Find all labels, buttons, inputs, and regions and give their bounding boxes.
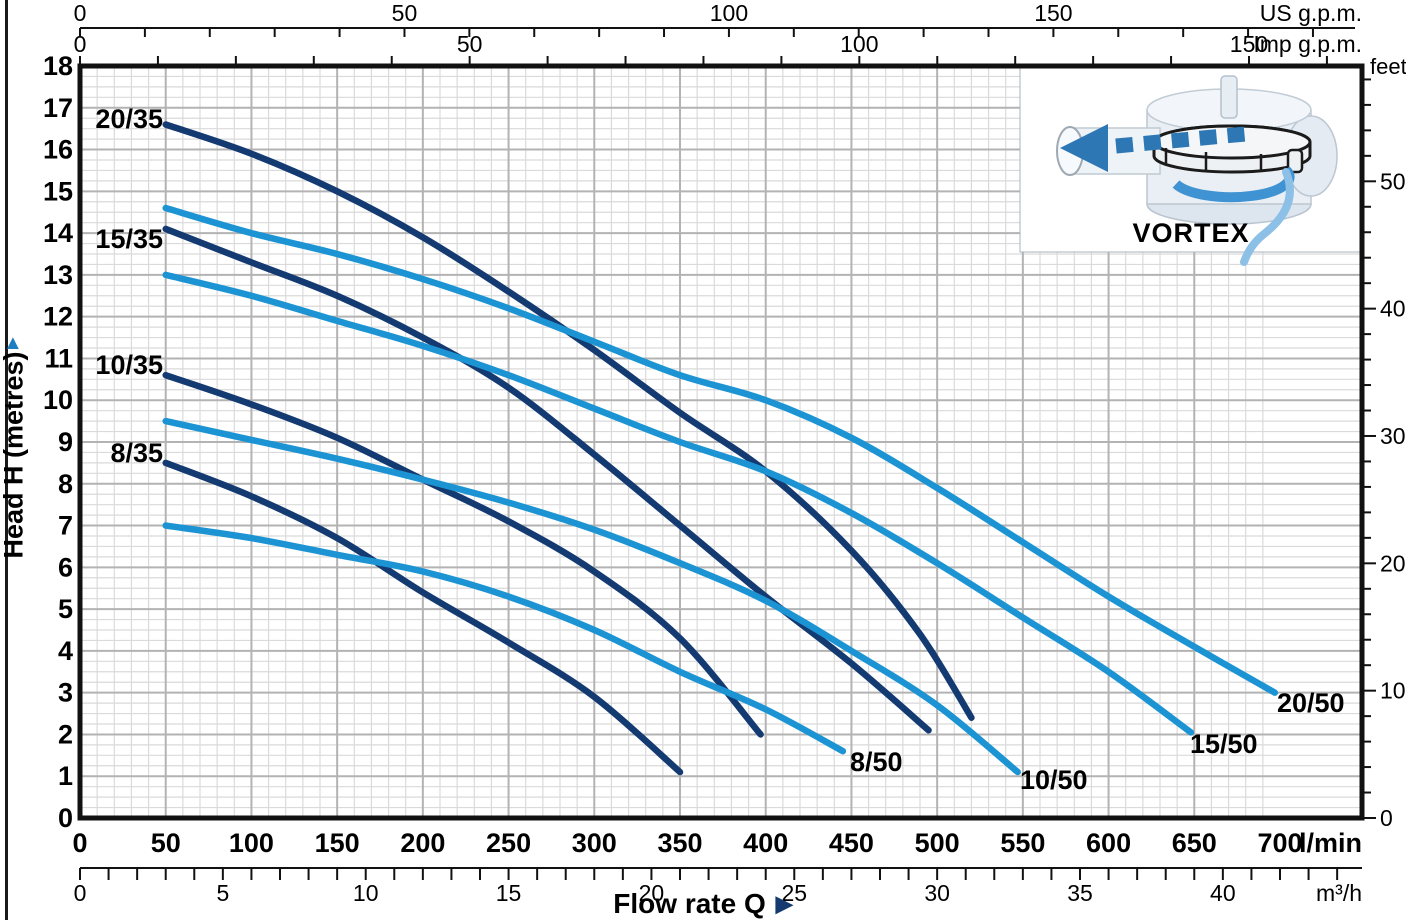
svg-text:25: 25 <box>781 880 807 906</box>
x-axis-title-text: Flow rate Q <box>613 888 766 919</box>
y-axis-title: Head H (metres) <box>0 351 30 558</box>
axis-lmin: 0 50 100 150 200 250 300 350 400 450 500 550 600 650 7… <box>72 828 1362 858</box>
svg-text:40: 40 <box>1210 880 1236 906</box>
y-axis-title-text: Head H (metres) <box>0 351 29 559</box>
svg-text:16: 16 <box>43 135 73 165</box>
svg-text:0: 0 <box>74 0 87 26</box>
head-axis-arrow-up-icon: ▲ <box>3 332 23 354</box>
svg-text:0: 0 <box>1380 805 1393 831</box>
svg-text:500: 500 <box>915 828 960 858</box>
svg-text:4: 4 <box>58 636 73 666</box>
svg-text:550: 550 <box>1000 828 1045 858</box>
flow-axis-arrow-right-icon: ▶ <box>775 891 793 916</box>
curve-label-10/35: 10/35 <box>95 350 163 380</box>
svg-text:350: 350 <box>657 828 702 858</box>
svg-text:700: 700 <box>1257 828 1302 858</box>
svg-text:50: 50 <box>392 0 418 26</box>
curve-20/35 <box>162 121 975 721</box>
curve-10/35 <box>162 371 764 738</box>
svg-text:400: 400 <box>743 828 788 858</box>
svg-text:Imp g.p.m.: Imp g.p.m. <box>1253 31 1362 57</box>
vortex-inset-caption: VORTEX <box>1132 218 1250 248</box>
curve-label-15/50: 15/50 <box>1190 729 1258 759</box>
svg-text:17: 17 <box>43 93 73 123</box>
svg-text:650: 650 <box>1172 828 1217 858</box>
svg-text:35: 35 <box>1067 880 1093 906</box>
svg-text:14: 14 <box>43 218 73 248</box>
svg-text:11: 11 <box>44 343 73 373</box>
axis-feet: 0 10 20 30 40 50 feet <box>1362 54 1406 831</box>
svg-text:450: 450 <box>829 828 874 858</box>
svg-text:2: 2 <box>58 719 73 749</box>
page-edge-line <box>5 0 8 920</box>
svg-text:6: 6 <box>58 552 73 582</box>
svg-text:50: 50 <box>151 828 181 858</box>
svg-text:10: 10 <box>43 385 73 415</box>
vortex-pump-illustration <box>1056 75 1338 266</box>
svg-text:3: 3 <box>58 678 73 708</box>
svg-text:15: 15 <box>43 176 73 206</box>
svg-text:8: 8 <box>58 469 73 499</box>
curve-15/50 <box>162 271 1195 736</box>
svg-text:US g.p.m.: US g.p.m. <box>1260 0 1362 26</box>
svg-text:300: 300 <box>572 828 617 858</box>
svg-text:150: 150 <box>1230 31 1268 57</box>
svg-text:7: 7 <box>58 511 73 541</box>
svg-text:15: 15 <box>496 880 522 906</box>
grid <box>80 66 1362 818</box>
svg-text:0: 0 <box>74 880 87 906</box>
curve-label-20/35: 20/35 <box>95 104 163 134</box>
curve-8/50 <box>162 522 847 755</box>
curve-label-8/50: 8/50 <box>850 747 903 777</box>
curve-label-10/50: 10/50 <box>1020 765 1088 795</box>
svg-text:100: 100 <box>229 828 274 858</box>
plot-border <box>77 63 1365 821</box>
svg-text:5: 5 <box>216 880 229 906</box>
svg-text:l/min: l/min <box>1299 828 1362 858</box>
svg-text:12: 12 <box>43 302 73 332</box>
curve-10/50 <box>162 417 1021 776</box>
svg-text:50: 50 <box>457 31 483 57</box>
curve-label-20/50: 20/50 <box>1277 688 1345 718</box>
svg-text:10: 10 <box>353 880 379 906</box>
svg-text:150: 150 <box>1034 0 1072 26</box>
x-axis-title: Flow rate Q ▶ <box>0 888 1406 920</box>
svg-text:30: 30 <box>1380 423 1406 449</box>
svg-text:600: 600 <box>1086 828 1131 858</box>
svg-text:30: 30 <box>924 880 950 906</box>
svg-text:13: 13 <box>43 260 73 290</box>
svg-text:5: 5 <box>58 594 73 624</box>
svg-text:100: 100 <box>710 0 748 26</box>
svg-text:40: 40 <box>1380 296 1406 322</box>
curve-label-15/35: 15/35 <box>95 224 163 254</box>
svg-text:0: 0 <box>72 828 87 858</box>
svg-text:250: 250 <box>486 828 531 858</box>
svg-text:10: 10 <box>1380 678 1406 704</box>
axis-m3h: 0 5 10 15 20 25 30 35 40 m³/h <box>74 867 1362 906</box>
svg-text:150: 150 <box>315 828 360 858</box>
curve-label-8/35: 8/35 <box>110 438 163 468</box>
svg-text:20: 20 <box>639 880 665 906</box>
svg-text:18: 18 <box>43 51 73 81</box>
svg-text:m³/h: m³/h <box>1316 880 1362 906</box>
svg-text:50: 50 <box>1380 168 1406 194</box>
curve-20/50 <box>162 204 1279 696</box>
curve-15/35 <box>162 225 932 734</box>
svg-text:0: 0 <box>74 31 87 57</box>
svg-text:200: 200 <box>400 828 445 858</box>
svg-text:1: 1 <box>58 761 73 791</box>
axis-us-gpm: 0 50 100 150 US g.p.m. <box>74 0 1362 37</box>
svg-text:9: 9 <box>58 427 73 457</box>
svg-text:100: 100 <box>840 31 878 57</box>
curve-8/35 <box>162 459 684 776</box>
svg-text:20: 20 <box>1380 550 1406 576</box>
svg-text:feet: feet <box>1370 54 1406 79</box>
svg-text:0: 0 <box>58 803 73 833</box>
